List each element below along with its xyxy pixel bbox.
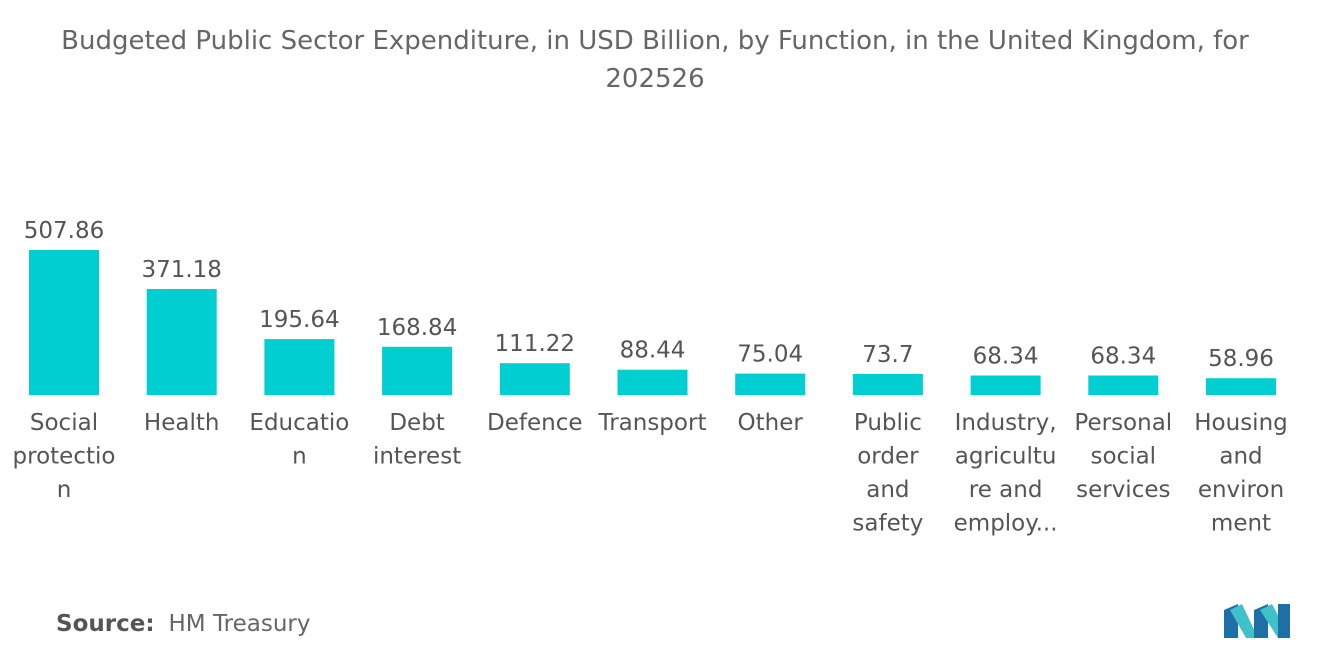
category-label-8: Industry, agricultu re and employ... bbox=[954, 410, 1058, 537]
data-label-1: 371.18 bbox=[141, 257, 221, 283]
category-label-2: Educatio n bbox=[249, 410, 349, 470]
data-label-3: 168.84 bbox=[377, 315, 457, 341]
chart-title-line-2: 202526 bbox=[605, 64, 705, 94]
bar-0 bbox=[29, 250, 99, 395]
chart-title: Budgeted Public Sector Expenditure, in U… bbox=[0, 22, 1310, 98]
bar-6 bbox=[735, 373, 806, 395]
category-label-0: Social protectio n bbox=[13, 410, 116, 503]
category-label-3: Debt interest bbox=[373, 410, 461, 470]
bar-1 bbox=[146, 289, 217, 395]
data-label-7: 73.7 bbox=[862, 342, 913, 368]
data-label-4: 111.22 bbox=[495, 331, 575, 357]
category-label-5: Transport bbox=[598, 410, 707, 436]
data-label-8: 68.34 bbox=[973, 344, 1039, 370]
source-label: Source: bbox=[56, 611, 155, 637]
bar-9 bbox=[1088, 375, 1159, 395]
bar-4 bbox=[499, 363, 570, 395]
bar-3 bbox=[382, 346, 453, 395]
data-label-9: 68.34 bbox=[1090, 344, 1156, 370]
data-label-2: 195.64 bbox=[259, 307, 339, 333]
data-label-0: 507.86 bbox=[24, 218, 104, 244]
data-label-5: 88.44 bbox=[620, 338, 686, 364]
brand-logo-icon bbox=[1224, 604, 1290, 638]
category-label-6: Other bbox=[738, 410, 804, 436]
category-label-1: Health bbox=[144, 410, 220, 436]
data-label-10: 58.96 bbox=[1208, 346, 1274, 372]
category-label-7: Public order and safety bbox=[852, 410, 923, 537]
bar-7 bbox=[852, 374, 923, 395]
source-note: Source: HM Treasury bbox=[56, 611, 310, 637]
bar-2 bbox=[264, 339, 335, 395]
bar-8 bbox=[970, 375, 1041, 395]
category-label-4: Defence bbox=[487, 410, 582, 436]
data-label-6: 75.04 bbox=[737, 342, 803, 368]
category-label-10: Housing and environ ment bbox=[1194, 410, 1288, 537]
bar-5 bbox=[617, 369, 688, 395]
bar-chart: 507.86 Social protectio n 371.18 Health 195.64… bbox=[13, 218, 1288, 537]
source-value: HM Treasury bbox=[168, 611, 311, 637]
bar-10 bbox=[1206, 378, 1276, 395]
category-label-9: Personal social services bbox=[1074, 410, 1172, 503]
chart-title-line-1: Budgeted Public Sector Expenditure, in U… bbox=[61, 26, 1249, 56]
